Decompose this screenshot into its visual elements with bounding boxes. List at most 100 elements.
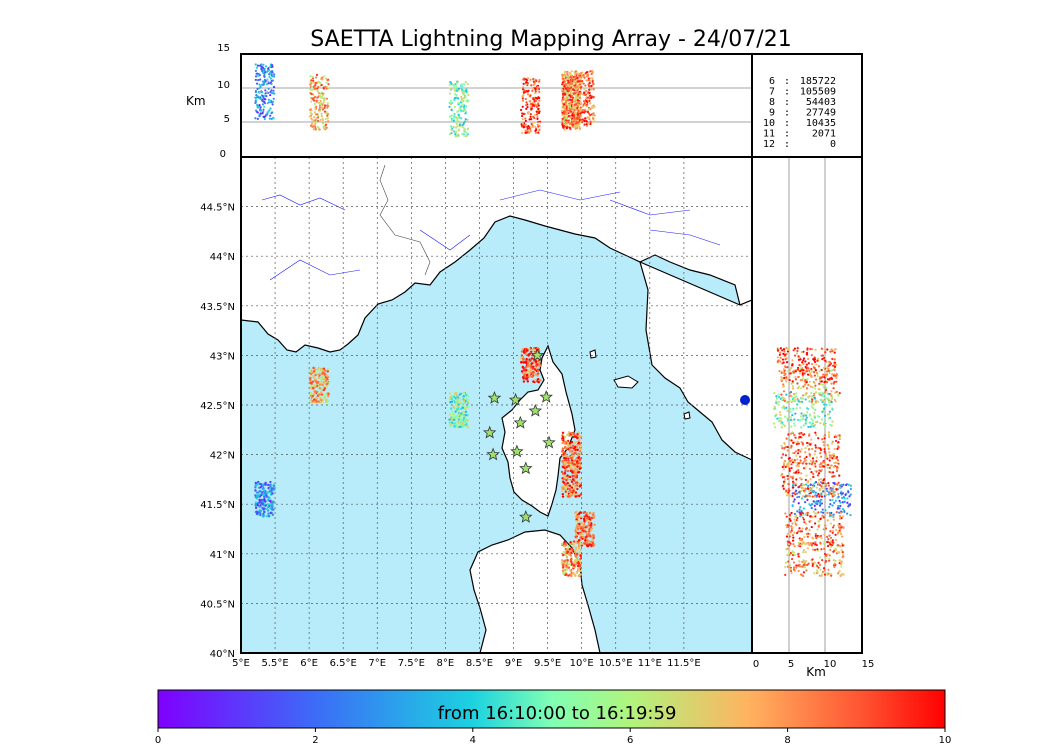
lightning-source-side [812,500,815,503]
lightning-source-side [833,447,836,451]
lightning-source [578,438,582,441]
lightning-source-side [814,515,817,518]
lightning-source [315,400,318,403]
lightning-source-altitude [573,74,576,77]
lightning-source-altitude [466,118,469,121]
lightning-source-side [803,457,806,460]
lightning-source-side [837,440,840,444]
lightning-source-altitude [562,117,565,120]
lightning-source [578,463,581,467]
lightning-source-side [791,461,795,464]
lightning-source-side [780,371,783,375]
lightning-source-side [818,465,822,469]
lightning-source [576,443,579,447]
lightning-source-altitude [568,126,572,130]
lightning-source-side [820,499,823,502]
side-tick-10: 10 [824,659,837,670]
lightning-source [258,498,261,502]
lightning-source [576,559,580,562]
lightning-source [459,418,462,421]
lightning-source-side [817,437,820,440]
lightning-source-side [821,487,824,490]
lightning-source [572,564,576,567]
lightning-source-side [831,395,834,399]
lightning-source-altitude [587,79,590,82]
lightning-source-side [813,423,816,427]
lightning-source [568,456,571,459]
station-star [539,390,553,403]
lightning-source-altitude [563,73,566,76]
lightning-source-side [838,437,841,441]
lightning-source-altitude [457,109,460,113]
lightning-source-altitude [461,104,465,107]
lightning-source [565,565,568,569]
lightning-source-altitude [458,128,461,131]
lightning-source-side [809,542,812,545]
lightning-source [522,377,525,380]
altitude-panel: 15 10 5 0 Km [186,43,863,160]
lightning-source-side [815,494,819,497]
lightning-source [573,442,576,445]
lightning-source-altitude [263,115,266,119]
lightning-source-side [837,481,840,484]
lightning-source-side [831,498,834,502]
lightning-source-side [809,491,812,495]
lightning-source [254,489,257,492]
lightning-source [528,363,531,366]
lightning-source-altitude [565,122,568,125]
lightning-source-altitude [263,78,267,81]
lightning-source-side [827,568,830,571]
lightning-source-side [830,442,834,445]
lightning-source-side [800,478,803,481]
lightning-source [254,504,258,507]
lightning-source-altitude [560,99,564,103]
lightning-source [522,358,525,361]
lightning-source [566,443,570,447]
lightning-source-side [826,519,829,522]
lightning-source [572,478,575,481]
lightning-source-side [790,439,793,442]
lightning-source-side [815,460,818,463]
lightning-source-side [798,455,802,458]
lightning-source-side [795,514,798,517]
lightning-source-side [779,347,782,350]
lightning-source [592,536,595,540]
lightning-source-altitude [312,85,316,88]
lightning-source [261,514,265,518]
lightning-source [254,506,258,510]
lightning-source-side [838,570,841,573]
lightning-source-side [783,415,787,418]
lightning-source [560,559,564,562]
lightning-source-altitude [309,83,312,86]
lightning-source-altitude [538,124,541,128]
lightning-source-side [826,466,829,469]
lightning-source-side [844,493,847,496]
lightning-source-side [791,551,794,554]
side-frame [751,156,863,654]
lightning-source-altitude [326,106,329,109]
lightning-source-altitude [464,112,467,115]
lightning-source-side [791,554,795,557]
lightning-source [450,407,453,410]
lightning-source-side [783,399,786,403]
blue-marker [740,395,750,405]
lightning-source-side [797,358,801,361]
lightning-source-side [797,465,800,468]
lightning-source-altitude [584,89,588,93]
lightning-source [575,520,578,523]
lightning-source-side [807,484,810,487]
lightning-source [563,544,567,548]
lightning-source-altitude [450,117,453,120]
lightning-source-side [831,368,834,372]
lightning-source-side [790,444,793,447]
lightning-source-altitude [267,98,270,101]
lightning-source [560,542,564,546]
lightning-source-side [845,483,848,487]
lightning-source [588,522,591,525]
lightning-source-altitude [571,78,574,82]
lightning-source [566,495,570,498]
lightning-source-altitude [259,85,262,88]
lightning-source-altitude [453,130,456,133]
lightning-source [519,361,523,364]
lightning-source-side [788,494,792,497]
